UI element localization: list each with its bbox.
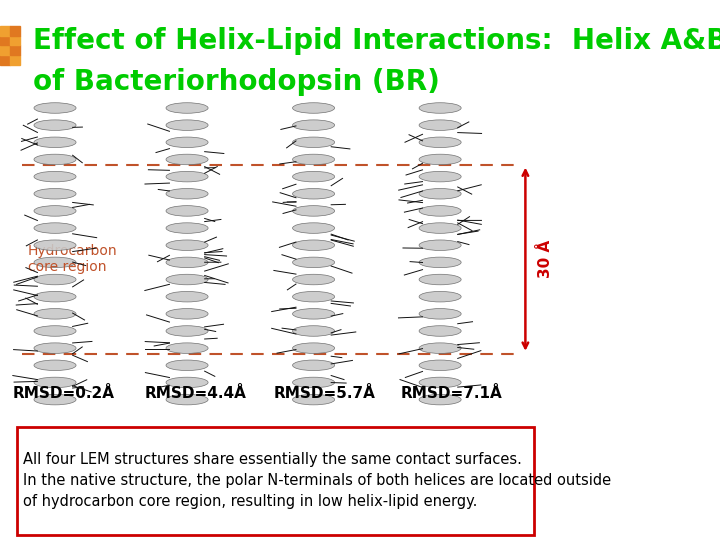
Ellipse shape <box>419 188 461 199</box>
Ellipse shape <box>419 292 461 302</box>
Ellipse shape <box>166 223 208 233</box>
Ellipse shape <box>34 240 76 251</box>
Bar <box>10 36 20 45</box>
Ellipse shape <box>34 137 76 147</box>
Ellipse shape <box>292 223 335 233</box>
Ellipse shape <box>166 308 208 319</box>
Text: Hydrocarbon
core region: Hydrocarbon core region <box>27 244 117 274</box>
Text: RMSD=0.2Å: RMSD=0.2Å <box>12 386 114 401</box>
Ellipse shape <box>34 308 76 319</box>
Ellipse shape <box>419 171 461 182</box>
Ellipse shape <box>34 377 76 388</box>
Ellipse shape <box>34 257 76 268</box>
Bar <box>0 26 10 36</box>
Ellipse shape <box>292 257 335 268</box>
Text: RMSD=4.4Å: RMSD=4.4Å <box>145 386 246 401</box>
Ellipse shape <box>166 103 208 113</box>
Ellipse shape <box>166 343 208 353</box>
Text: Effect of Helix-Lipid Interactions:  Helix A&B: Effect of Helix-Lipid Interactions: Heli… <box>33 27 720 55</box>
Ellipse shape <box>292 154 335 165</box>
Bar <box>0 36 10 45</box>
Ellipse shape <box>34 206 76 216</box>
Ellipse shape <box>419 154 461 165</box>
Ellipse shape <box>419 343 461 353</box>
Ellipse shape <box>292 394 335 405</box>
Ellipse shape <box>166 240 208 251</box>
Ellipse shape <box>166 188 208 199</box>
Ellipse shape <box>34 223 76 233</box>
Ellipse shape <box>292 120 335 131</box>
Ellipse shape <box>419 137 461 147</box>
Ellipse shape <box>34 394 76 405</box>
Bar <box>10 26 20 36</box>
Ellipse shape <box>166 206 208 216</box>
Ellipse shape <box>166 292 208 302</box>
Ellipse shape <box>166 137 208 147</box>
Ellipse shape <box>166 326 208 336</box>
Ellipse shape <box>34 171 76 182</box>
Ellipse shape <box>34 154 76 165</box>
Text: RMSD=7.1Å: RMSD=7.1Å <box>400 386 502 401</box>
Bar <box>0 45 10 55</box>
Ellipse shape <box>34 360 76 370</box>
Ellipse shape <box>419 360 461 370</box>
Ellipse shape <box>34 188 76 199</box>
Ellipse shape <box>166 171 208 182</box>
Bar <box>10 55 20 65</box>
Ellipse shape <box>292 206 335 216</box>
Ellipse shape <box>166 360 208 370</box>
Ellipse shape <box>419 394 461 405</box>
FancyBboxPatch shape <box>17 427 534 535</box>
Ellipse shape <box>292 137 335 147</box>
Ellipse shape <box>292 171 335 182</box>
Ellipse shape <box>419 206 461 216</box>
Ellipse shape <box>292 274 335 285</box>
Ellipse shape <box>292 343 335 353</box>
Ellipse shape <box>419 326 461 336</box>
Ellipse shape <box>419 120 461 131</box>
Ellipse shape <box>419 308 461 319</box>
Ellipse shape <box>34 343 76 353</box>
Ellipse shape <box>419 377 461 388</box>
Ellipse shape <box>419 257 461 268</box>
Ellipse shape <box>419 223 461 233</box>
Bar <box>10 45 20 55</box>
Ellipse shape <box>34 120 76 131</box>
Ellipse shape <box>292 188 335 199</box>
Ellipse shape <box>34 326 76 336</box>
Ellipse shape <box>292 360 335 370</box>
Ellipse shape <box>166 274 208 285</box>
Ellipse shape <box>166 257 208 268</box>
Text: 30 Å: 30 Å <box>538 240 553 278</box>
Ellipse shape <box>292 292 335 302</box>
Text: All four LEM structures share essentially the same contact surfaces.
In the nati: All four LEM structures share essentiall… <box>23 452 611 509</box>
Ellipse shape <box>34 103 76 113</box>
Ellipse shape <box>292 103 335 113</box>
Ellipse shape <box>292 308 335 319</box>
Ellipse shape <box>419 274 461 285</box>
Ellipse shape <box>166 394 208 405</box>
Ellipse shape <box>419 240 461 251</box>
Ellipse shape <box>292 377 335 388</box>
Text: RMSD=5.7Å: RMSD=5.7Å <box>274 386 376 401</box>
Ellipse shape <box>292 326 335 336</box>
Ellipse shape <box>292 240 335 251</box>
Ellipse shape <box>166 377 208 388</box>
Ellipse shape <box>34 274 76 285</box>
Ellipse shape <box>419 103 461 113</box>
Ellipse shape <box>166 120 208 131</box>
Ellipse shape <box>34 292 76 302</box>
Ellipse shape <box>166 154 208 165</box>
Bar <box>0 55 10 65</box>
Text: of Bacteriorhodopsin (BR): of Bacteriorhodopsin (BR) <box>33 68 440 96</box>
